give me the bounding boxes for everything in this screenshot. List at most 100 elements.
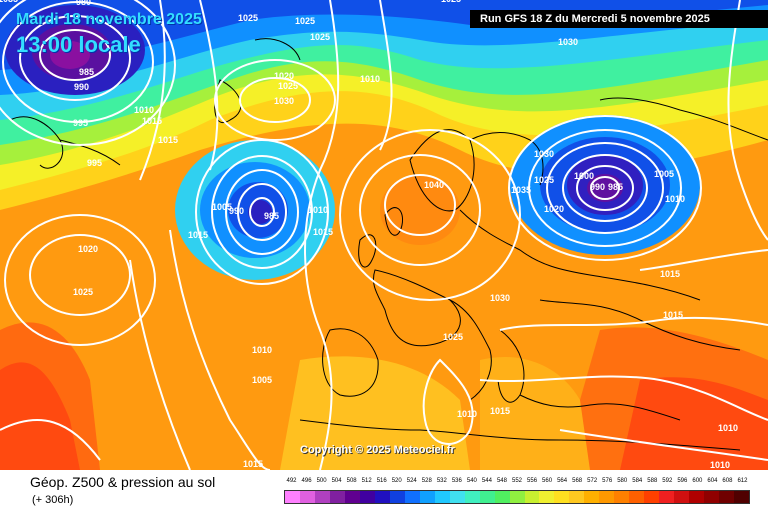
isobar-label: 1025	[295, 16, 315, 26]
legend-label: 572	[587, 478, 598, 484]
legend-label: 600	[692, 478, 703, 484]
legend-label: 492	[286, 478, 297, 484]
legend-label: 588	[647, 478, 658, 484]
isobar-label: 1005	[252, 375, 272, 385]
legend-label: 556	[527, 478, 538, 484]
legend-label: 552	[511, 478, 522, 484]
isobar-label: 1035	[0, 0, 18, 4]
copyright-notice: Copyright © 2025 Meteociel.fr	[300, 444, 455, 456]
geopotential-map: 1025 1025 1025 1025 1020 1025 1030 1030 …	[0, 0, 768, 470]
isobar-label: 1025	[278, 81, 298, 91]
legend-swatch	[449, 491, 465, 503]
legend-labels: 492 496 500 504 508 512 516 520 524 528 532 536 540 5…	[284, 478, 750, 488]
legend-label: 536	[451, 478, 462, 484]
legend-swatch	[344, 491, 360, 503]
isobar-label: 1030	[490, 293, 510, 303]
legend-label: 580	[617, 478, 628, 484]
map-canvas: 1025 1025 1025 1025 1020 1025 1030 1030 …	[0, 0, 768, 470]
legend-label: 564	[557, 478, 568, 484]
isobar-label: 980	[76, 0, 91, 7]
isobar-label: 1015	[243, 459, 263, 469]
isobar-label: 1025	[441, 0, 461, 4]
legend-label: 528	[421, 478, 432, 484]
legend-swatch	[599, 491, 615, 503]
isobar-label: 1015	[313, 227, 333, 237]
isobar-label: 1010	[718, 423, 738, 433]
isobar-label: 990	[590, 182, 605, 192]
legend-swatch	[479, 491, 495, 503]
legend-label: 604	[707, 478, 718, 484]
legend-label: 612	[737, 478, 748, 484]
isobar-label: 1010	[134, 105, 154, 115]
legend-swatch	[659, 491, 675, 503]
z500-color-field	[0, 0, 768, 470]
legend-label: 544	[481, 478, 492, 484]
isobar-label: 985	[608, 182, 623, 192]
legend-label: 512	[361, 478, 372, 484]
legend-label: 524	[406, 478, 417, 484]
forecast-range: (+ 306h)	[32, 494, 74, 506]
isobar-label: 1010	[457, 409, 477, 419]
legend-swatch	[554, 491, 570, 503]
legend-label: 576	[602, 478, 613, 484]
isobar-label: 1010	[308, 205, 328, 215]
isobar-label: 1010	[665, 194, 685, 204]
legend-swatch	[524, 491, 540, 503]
legend-label: 596	[677, 478, 688, 484]
legend-label: 548	[496, 478, 507, 484]
isobar-label: 985	[79, 67, 94, 77]
isobar-label: 1030	[558, 37, 578, 47]
isobar-label: 1030	[534, 149, 554, 159]
isobar-label: 1010	[360, 74, 380, 84]
isobar-labels: 1025 1025 1025 1025 1020 1025 1030 1030 …	[0, 0, 738, 470]
legend-label: 608	[722, 478, 733, 484]
legend-swatch	[719, 491, 735, 503]
isobar-label: 1030	[274, 96, 294, 106]
chart-title: Géop. Z500 & pression au sol	[30, 474, 216, 490]
legend-label: 584	[632, 478, 643, 484]
legend-swatch	[509, 491, 525, 503]
legend-swatch	[389, 491, 405, 503]
isobar-label: 1025	[238, 13, 258, 23]
legend-swatch	[464, 491, 480, 503]
legend-label: 532	[436, 478, 447, 484]
isobar-label: 1015	[142, 116, 162, 126]
isobar-label: 1035	[511, 185, 531, 195]
legend-swatch	[494, 491, 510, 503]
legend-swatch	[644, 491, 660, 503]
isobar-label: 995	[73, 118, 88, 128]
isobar-label: 1020	[78, 244, 98, 254]
legend-swatch	[629, 491, 645, 503]
legend-label: 540	[466, 478, 477, 484]
legend-swatch	[374, 491, 390, 503]
isobar-label: 1015	[490, 406, 510, 416]
legend-swatch	[689, 491, 705, 503]
legend-swatch	[404, 491, 420, 503]
legend-label: 496	[301, 478, 312, 484]
legend-swatch	[359, 491, 375, 503]
isobars	[0, 0, 768, 470]
legend-swatch	[419, 491, 435, 503]
color-legend: 492 496 500 504 508 512 516 520 524 528 532 536 540 5…	[284, 478, 750, 506]
legend-color-bar	[284, 490, 750, 504]
isobar-label: 1040	[424, 180, 444, 190]
legend-label: 560	[542, 478, 553, 484]
valid-date: Mardi 18 novembre 2025	[16, 11, 202, 28]
legend-swatch	[434, 491, 450, 503]
isobar-label: 1015	[158, 135, 178, 145]
isobar-label: 1000	[574, 171, 594, 181]
footer: Géop. Z500 & pression au sol (+ 306h) 49…	[0, 470, 768, 512]
legend-label: 504	[331, 478, 342, 484]
isobar-label: 1010	[252, 345, 272, 355]
valid-time: 13:00 locale	[16, 32, 141, 57]
isobar-label: 1020	[544, 204, 564, 214]
isobar-label: 1025	[534, 175, 554, 185]
legend-label: 568	[572, 478, 583, 484]
legend-swatch	[584, 491, 600, 503]
isobar-label: 990	[229, 206, 244, 216]
legend-swatch	[569, 491, 585, 503]
legend-label: 508	[346, 478, 357, 484]
legend-swatch	[314, 491, 330, 503]
legend-label: 500	[316, 478, 327, 484]
isobar-label: 990	[74, 82, 89, 92]
